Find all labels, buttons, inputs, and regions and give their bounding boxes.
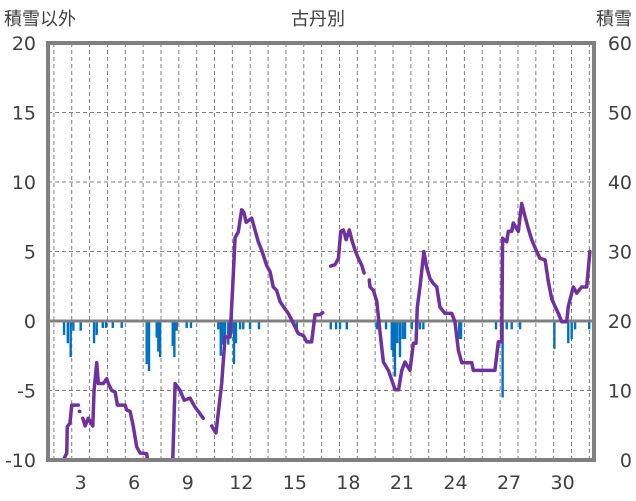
- bar: [384, 321, 388, 330]
- bar: [410, 321, 413, 330]
- bar: [175, 321, 178, 331]
- bar: [101, 321, 104, 328]
- bar: [223, 321, 227, 338]
- bar: [329, 321, 332, 330]
- bar: [505, 321, 508, 330]
- bar: [422, 321, 425, 330]
- bar: [171, 321, 174, 347]
- bar: [104, 321, 108, 328]
- bar: [62, 321, 66, 335]
- left-tick-label: 5: [24, 242, 36, 264]
- bar: [257, 321, 261, 330]
- bar: [217, 321, 220, 330]
- right-tick-label: 50: [608, 103, 632, 125]
- bar: [390, 321, 393, 351]
- bar: [401, 321, 404, 340]
- bar: [553, 321, 556, 349]
- bar: [501, 321, 504, 398]
- bar: [567, 321, 570, 344]
- bar: [173, 321, 176, 358]
- chart-title: 古丹別: [291, 9, 345, 30]
- left-tick-label: 15: [12, 103, 36, 125]
- left-tick-label: -5: [17, 381, 36, 403]
- snow-depth-line: [209, 208, 325, 435]
- bar: [238, 321, 242, 330]
- bar: [219, 321, 222, 356]
- x-tick-label: 21: [390, 472, 414, 494]
- x-tick-label: 27: [497, 472, 521, 494]
- x-tick-label: 15: [283, 472, 307, 494]
- x-tick-label: 30: [550, 472, 574, 494]
- bar: [92, 321, 96, 344]
- snow-depth-line: [328, 228, 366, 275]
- bar: [573, 321, 577, 330]
- left-tick-label: 10: [12, 172, 36, 194]
- bar: [72, 321, 75, 331]
- bar: [66, 321, 70, 344]
- bar: [375, 321, 378, 330]
- grid: [48, 43, 594, 460]
- x-tick-label: 3: [75, 472, 87, 494]
- bar: [403, 321, 407, 340]
- bar: [157, 321, 160, 352]
- bar: [248, 321, 252, 330]
- snow-depth-line: [81, 360, 206, 462]
- bar: [95, 321, 98, 335]
- right-tick-label: 60: [608, 33, 632, 55]
- bar: [494, 321, 498, 330]
- bar: [185, 321, 188, 328]
- bar: [120, 321, 123, 328]
- bar: [69, 321, 72, 358]
- right-tick-label: 10: [608, 381, 632, 403]
- bar: [234, 321, 238, 344]
- bar: [345, 321, 348, 330]
- right-tick-label: 0: [620, 450, 632, 472]
- bar: [398, 321, 402, 358]
- bar: [79, 321, 82, 331]
- bar: [510, 321, 513, 330]
- bar: [334, 321, 338, 330]
- left-tick-label: 0: [24, 311, 36, 333]
- x-tick-label: 6: [128, 472, 140, 494]
- bar: [570, 321, 573, 340]
- bar: [587, 321, 591, 330]
- snow-depth-line: [367, 201, 592, 392]
- x-tick-label: 18: [336, 472, 360, 494]
- left-tick-label: -10: [5, 450, 36, 472]
- bar: [227, 321, 230, 345]
- right-tick-label: 20: [608, 311, 632, 333]
- bar: [242, 321, 245, 330]
- bar: [418, 321, 422, 330]
- line-series: [51, 201, 592, 462]
- bar: [155, 321, 158, 338]
- bar: [189, 321, 193, 328]
- bar-series: [62, 321, 591, 398]
- bar: [396, 321, 399, 344]
- bar: [145, 321, 148, 365]
- bar: [295, 321, 299, 330]
- left-axis-title: 積雪以外: [4, 9, 76, 30]
- right-axis-title: 積雪: [596, 9, 632, 30]
- bar: [232, 321, 236, 365]
- right-tick-label: 30: [608, 242, 632, 264]
- right-tick-label: 40: [608, 172, 632, 194]
- bar: [458, 321, 461, 340]
- bar: [147, 321, 151, 372]
- bar: [459, 321, 463, 340]
- bar: [158, 321, 162, 358]
- plot-frame: [46, 41, 596, 462]
- x-tick-label: 24: [443, 472, 467, 494]
- snow-depth-line: [51, 403, 81, 462]
- x-tick-label: 12: [229, 472, 253, 494]
- bar: [338, 321, 342, 330]
- bar: [111, 321, 114, 328]
- bar: [518, 321, 522, 330]
- bar: [221, 321, 224, 345]
- left-tick-label: 20: [12, 33, 36, 55]
- bar: [393, 321, 397, 377]
- bar: [392, 321, 395, 358]
- x-tick-label: 9: [182, 472, 194, 494]
